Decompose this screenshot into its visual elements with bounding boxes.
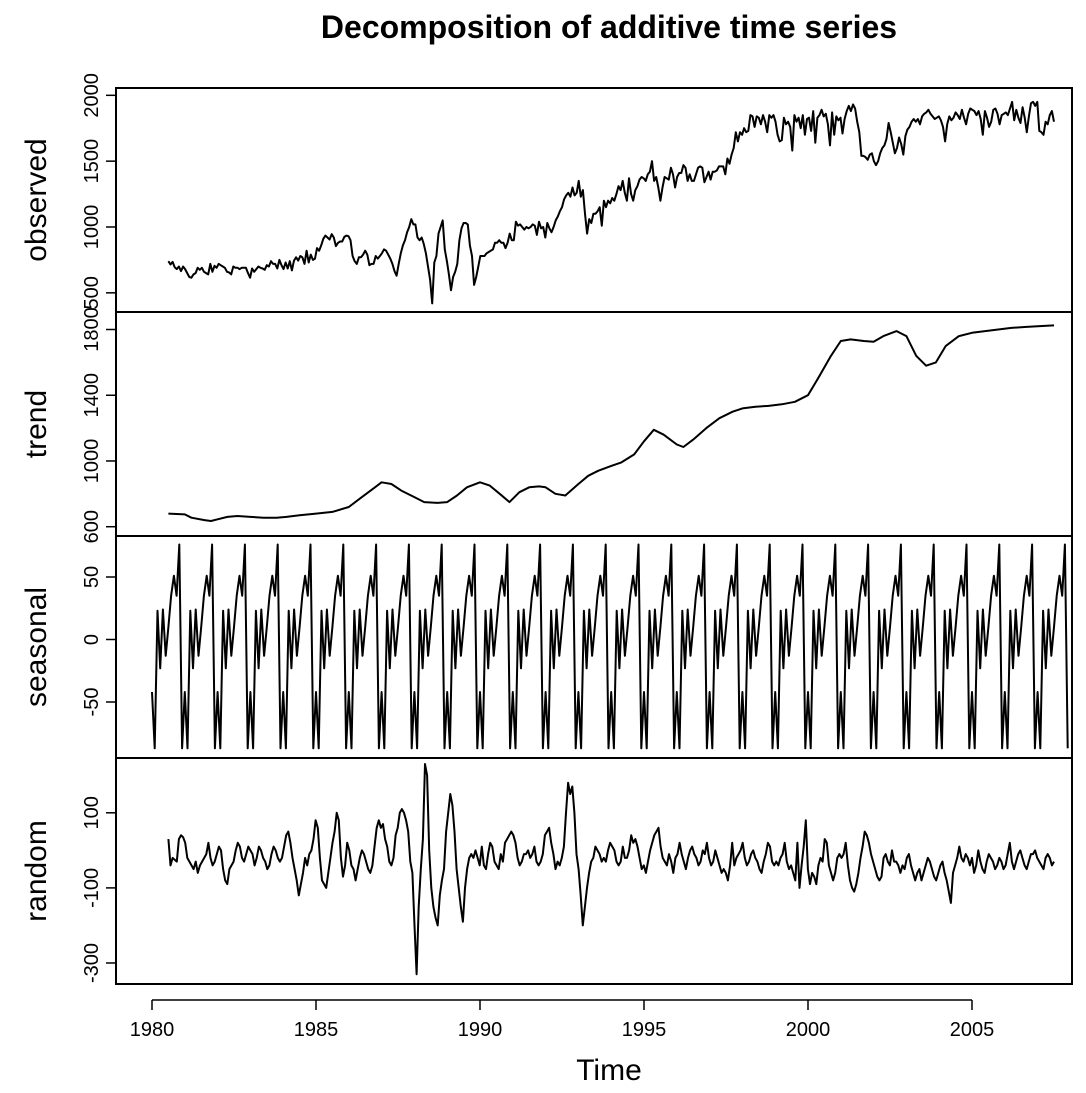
x-tick-label: 1985 <box>294 1019 339 1041</box>
y-tick-label-trend: 1800 <box>81 307 103 352</box>
y-tick-label-random: -300 <box>81 943 103 983</box>
panel-frame-observed <box>115 87 1073 313</box>
panel-frame-random <box>115 757 1073 985</box>
y-tick-label-observed: 2000 <box>81 73 103 118</box>
y-axis-label-seasonal: seasonal <box>20 587 53 707</box>
series-line-random <box>167 763 1055 976</box>
panel-seasonal: -50 0 50 seasonal <box>20 535 1073 759</box>
y-axis-label-random: random <box>20 820 53 922</box>
series-line-seasonal <box>151 543 1069 750</box>
x-tick-label: 1995 <box>622 1019 667 1041</box>
series-line-observed <box>167 100 1055 305</box>
y-tick-label-trend: 1000 <box>81 439 103 484</box>
y-tick-label-observed: 1000 <box>81 205 103 250</box>
y-tick-label-seasonal: 50 <box>81 566 103 588</box>
panel-frame-trend <box>115 311 1073 537</box>
y-tick-label-seasonal: 0 <box>81 634 103 645</box>
series-line-trend <box>168 324 1055 522</box>
x-axis: 1980 1985 1990 1995 2000 2005 <box>130 999 995 1041</box>
panel-observed: 500 1000 1500 2000 observed <box>20 73 1073 313</box>
y-tick-label-trend: 600 <box>81 510 103 543</box>
x-tick-label: 1990 <box>458 1019 503 1041</box>
y-axis-label-trend: trend <box>20 390 53 458</box>
y-tick-label-seasonal: -50 <box>81 688 103 717</box>
y-tick-label-random: 100 <box>81 796 103 829</box>
chart-title: Decomposition of additive time series <box>321 9 897 45</box>
x-tick-label: 2005 <box>950 1019 995 1041</box>
panel-random: -300 -100 100 random <box>20 757 1073 985</box>
y-tick-label-trend: 1400 <box>81 373 103 418</box>
panel-trend: 600 1000 1400 1800 trend <box>20 307 1073 543</box>
y-axis-label-observed: observed <box>20 138 53 261</box>
x-tick-label: 1980 <box>130 1019 175 1041</box>
y-tick-label-observed: 1500 <box>81 139 103 184</box>
x-axis-label: Time <box>576 1054 642 1087</box>
panels-layer: 500100015002000observed600100014001800tr… <box>20 73 1073 985</box>
x-tick-label: 2000 <box>786 1019 831 1041</box>
y-tick-label-random: -100 <box>81 868 103 908</box>
y-tick-label-observed: 500 <box>81 276 103 309</box>
